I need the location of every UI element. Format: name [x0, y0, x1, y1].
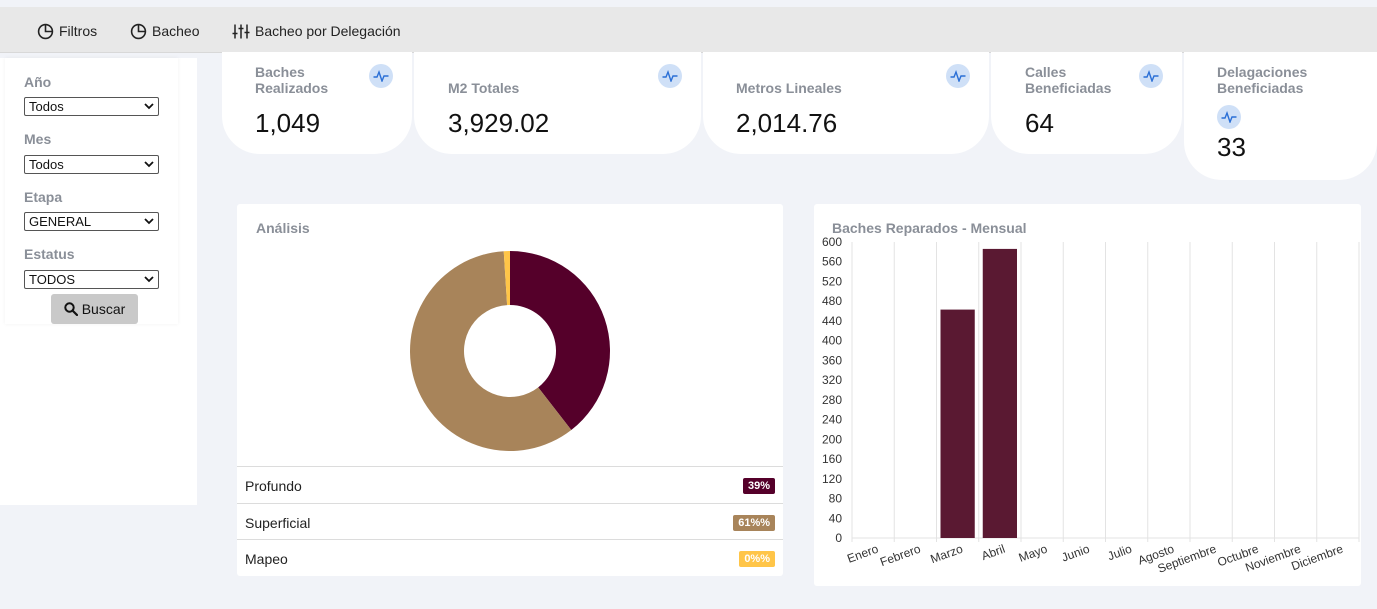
stat-card-metros: Metros Lineales 2,014.76 — [703, 52, 989, 154]
search-icon — [64, 302, 78, 316]
legend-name: Mapeo — [245, 551, 288, 567]
monthly-chart-card: Baches Reparados - Mensual 0 40 80 120 160 20… — [814, 204, 1361, 586]
x-tick-label: Febrero — [878, 542, 923, 570]
activity-icon — [658, 64, 682, 88]
y-tick-label: 480 — [822, 294, 842, 308]
buscar-button[interactable]: Buscar — [51, 294, 138, 324]
legend-row-mapeo: Mapeo 0%% — [237, 539, 783, 576]
x-tick-label: Abril — [980, 542, 1007, 563]
chevron-down-icon — [144, 161, 154, 168]
y-tick-label: 280 — [822, 393, 842, 407]
legend-name: Profundo — [245, 478, 302, 494]
stat-value: 3,929.02 — [448, 108, 550, 138]
nav-filtros[interactable]: Filtros — [37, 21, 97, 41]
y-tick-label: 200 — [822, 432, 842, 446]
legend-badge: 0%% — [739, 551, 775, 567]
etapa-label: Etapa — [24, 189, 63, 205]
y-tick-label: 80 — [829, 492, 843, 506]
stat-card-delegaciones: Delagaciones Beneficiadas 33 — [1184, 52, 1377, 180]
chevron-down-icon — [144, 103, 154, 110]
sliders-icon — [232, 24, 250, 38]
stat-label: Delagaciones Beneficiadas — [1217, 64, 1308, 96]
nav-filtros-label: Filtros — [59, 23, 98, 39]
nav-bacheo-delegacion[interactable]: Bacheo por Delegación — [232, 21, 401, 41]
nav-bacheo-label: Bacheo — [152, 23, 200, 39]
y-tick-label: 520 — [822, 274, 842, 288]
x-tick-label: Marzo — [929, 542, 965, 567]
stat-card-m2: M2 Totales 3,929.02 — [414, 52, 701, 154]
pie-chart-icon — [130, 23, 147, 39]
activity-icon — [946, 64, 970, 88]
x-tick-label: Junio — [1060, 542, 1092, 565]
y-tick-label: 400 — [822, 334, 842, 348]
activity-icon — [1139, 64, 1163, 88]
nav-bacheo[interactable]: Bacheo — [130, 21, 199, 41]
stat-label: Metros Lineales — [736, 80, 842, 96]
anio-select-value: Todos — [29, 99, 64, 114]
x-tick-label: Julio — [1106, 542, 1134, 564]
stat-value: 64 — [1025, 108, 1054, 138]
mes-select-value: Todos — [29, 157, 64, 172]
bar-marzo — [940, 309, 975, 538]
estatus-select[interactable]: TODOS — [24, 270, 159, 289]
legend-row-superficial: Superficial 61%% — [237, 503, 783, 540]
activity-icon — [369, 64, 393, 88]
y-tick-label: 0 — [835, 531, 842, 545]
donut-slice-profundo — [510, 251, 610, 431]
x-tick-label: Mayo — [1017, 542, 1050, 565]
anio-select[interactable]: Todos — [24, 97, 159, 116]
buscar-label: Buscar — [81, 301, 126, 317]
y-tick-label: 320 — [822, 373, 842, 387]
estatus-label: Estatus — [24, 246, 75, 262]
y-tick-label: 240 — [822, 413, 842, 427]
analysis-card: Análisis — [237, 204, 783, 576]
etapa-select[interactable]: GENERAL — [24, 212, 159, 231]
donut-slice-superficial — [410, 251, 572, 451]
etapa-select-value: GENERAL — [29, 214, 92, 229]
pie-chart-icon — [37, 23, 54, 39]
top-nav-bar: Filtros Bacheo Bacheo por Delegación — [0, 7, 1377, 53]
y-tick-label: 560 — [822, 255, 842, 269]
mes-label: Mes — [24, 131, 52, 147]
legend-badge: 39% — [742, 478, 775, 494]
stat-label: M2 Totales — [448, 80, 520, 96]
y-tick-label: 600 — [822, 235, 842, 249]
y-tick-label: 360 — [822, 353, 842, 367]
donut-chart — [410, 251, 610, 451]
monthly-chart-title: Baches Reparados - Mensual — [832, 220, 1027, 236]
monthly-bar-chart: 0 40 80 120 160 200 240 280 320 360 400 440 480 520 56… — [822, 235, 1360, 576]
stat-value: 1,049 — [255, 108, 321, 138]
stat-value: 2,014.76 — [736, 108, 838, 138]
stat-label: Baches Realizados — [255, 64, 329, 96]
y-tick-label: 40 — [829, 511, 843, 525]
anio-label: Año — [24, 74, 52, 90]
stat-card-calles: Calles Beneficiadas 64 — [991, 52, 1182, 154]
bar-abril — [982, 248, 1017, 538]
nav-bacheo-delegacion-label: Bacheo por Delegación — [255, 23, 401, 39]
mes-select[interactable]: Todos — [24, 155, 159, 174]
legend-badge: 61%% — [733, 515, 775, 531]
y-tick-label: 160 — [822, 452, 842, 466]
y-tick-label: 440 — [822, 314, 842, 328]
chevron-down-icon — [144, 218, 154, 225]
activity-icon — [1217, 105, 1241, 129]
stat-card-baches: Baches Realizados 1,049 — [222, 52, 412, 154]
legend-row-profundo: Profundo 39% — [237, 466, 783, 503]
x-tick-label: Enero — [845, 542, 880, 566]
stat-label: Calles Beneficiadas — [1025, 64, 1112, 96]
estatus-select-value: TODOS — [29, 272, 75, 287]
analysis-title: Análisis — [256, 220, 310, 236]
stat-value: 33 — [1217, 132, 1246, 162]
legend-name: Superficial — [245, 515, 311, 531]
chevron-down-icon — [144, 276, 154, 283]
y-tick-label: 120 — [822, 472, 842, 486]
donut-slice-mapeo — [503, 251, 510, 306]
